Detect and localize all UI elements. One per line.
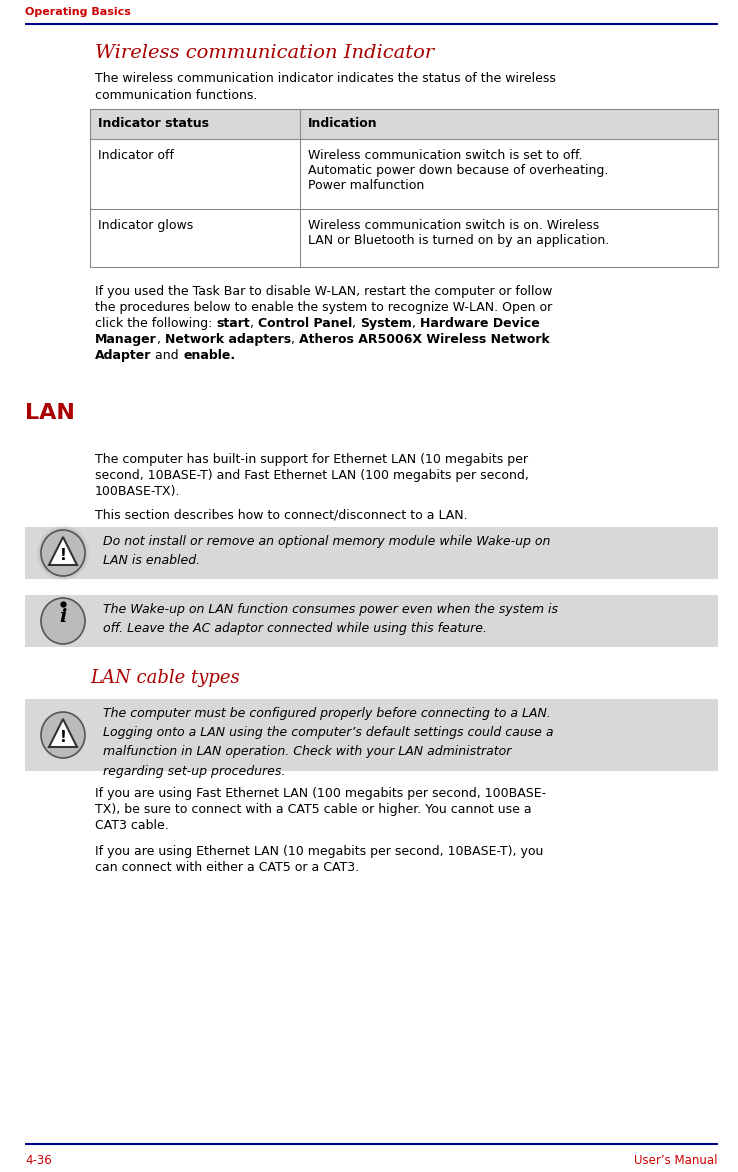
Text: Wireless communication switch is on. Wireless: Wireless communication switch is on. Wir… [308, 219, 599, 232]
Text: !: ! [60, 729, 66, 744]
Text: The computer has built-in support for Ethernet LAN (10 megabits per: The computer has built-in support for Et… [95, 454, 528, 466]
Text: Do not install or remove an optional memory module while Wake-up on: Do not install or remove an optional mem… [103, 534, 551, 548]
Text: off. Leave the AC adaptor connected while using this feature.: off. Leave the AC adaptor connected whil… [103, 622, 487, 635]
Text: LAN or Bluetooth is turned on by an application.: LAN or Bluetooth is turned on by an appl… [308, 234, 610, 247]
Text: Hardware Device: Hardware Device [420, 316, 540, 331]
Text: !: ! [60, 547, 66, 563]
Polygon shape [49, 537, 77, 565]
Text: ,: , [352, 316, 360, 331]
Text: The Wake-up on LAN function consumes power even when the system is: The Wake-up on LAN function consumes pow… [103, 604, 558, 616]
Ellipse shape [41, 530, 85, 575]
Text: System: System [360, 316, 413, 331]
Text: Network adapters: Network adapters [165, 333, 291, 346]
Text: Adapter: Adapter [95, 349, 151, 362]
Text: can connect with either a CAT5 or a CAT3.: can connect with either a CAT5 or a CAT3… [95, 861, 359, 874]
Text: Atheros AR5006X Wireless Network: Atheros AR5006X Wireless Network [299, 333, 550, 346]
Text: Indication: Indication [308, 117, 378, 130]
Text: communication functions.: communication functions. [95, 89, 258, 102]
Text: LAN: LAN [25, 403, 75, 423]
Text: regarding set-up procedures.: regarding set-up procedures. [103, 764, 286, 777]
Text: Wireless communication Indicator: Wireless communication Indicator [95, 45, 434, 62]
Text: start: start [216, 316, 250, 331]
Bar [90, 109, 718, 267]
Text: LAN cable types: LAN cable types [90, 669, 240, 687]
Text: If you used the Task Bar to disable W-LAN, restart the computer or follow: If you used the Task Bar to disable W-LA… [95, 285, 552, 298]
Text: If you are using Fast Ethernet LAN (100 megabits per second, 100BASE-: If you are using Fast Ethernet LAN (100 … [95, 788, 546, 800]
Text: Logging onto a LAN using the computer’s default settings could cause a: Logging onto a LAN using the computer’s … [103, 727, 554, 740]
Ellipse shape [41, 713, 85, 758]
Ellipse shape [41, 598, 85, 643]
Text: The computer must be configured properly before connecting to a LAN.: The computer must be configured properly… [103, 707, 551, 720]
Ellipse shape [39, 527, 87, 578]
Text: the procedures below to enable the system to recognize W-LAN. Open or: the procedures below to enable the syste… [95, 301, 552, 314]
Text: malfunction in LAN operation. Check with your LAN administrator: malfunction in LAN operation. Check with… [103, 745, 511, 758]
Text: Manager: Manager [95, 333, 156, 346]
Text: ,: , [291, 333, 299, 346]
Text: ,: , [413, 316, 420, 331]
Text: ,: , [250, 316, 258, 331]
Text: Operating Basics: Operating Basics [25, 7, 131, 18]
Text: second, 10BASE-T) and Fast Ethernet LAN (100 megabits per second,: second, 10BASE-T) and Fast Ethernet LAN … [95, 469, 529, 482]
Bar [25, 699, 718, 771]
Text: 100BASE-TX).: 100BASE-TX). [95, 485, 181, 498]
Text: Indicator off: Indicator off [98, 149, 174, 162]
Text: Indicator status: Indicator status [98, 117, 209, 130]
Text: The wireless communication indicator indicates the status of the wireless: The wireless communication indicator ind… [95, 71, 556, 86]
Text: and: and [151, 349, 183, 362]
Ellipse shape [37, 526, 89, 580]
Text: TX), be sure to connect with a CAT5 cable or higher. You cannot use a: TX), be sure to connect with a CAT5 cabl… [95, 803, 531, 816]
Text: This section describes how to connect/disconnect to a LAN.: This section describes how to connect/di… [95, 509, 468, 522]
Text: i: i [59, 608, 66, 626]
Text: ,: , [156, 333, 165, 346]
Polygon shape [49, 718, 77, 747]
Text: Wireless communication switch is set to off.: Wireless communication switch is set to … [308, 149, 582, 162]
Text: 4-36: 4-36 [25, 1154, 52, 1167]
Text: CAT3 cable.: CAT3 cable. [95, 819, 169, 832]
Bar [25, 595, 718, 647]
Text: Control Panel: Control Panel [258, 316, 352, 331]
Text: Indicator glows: Indicator glows [98, 219, 193, 232]
Bar [25, 527, 718, 579]
Text: If you are using Ethernet LAN (10 megabits per second, 10BASE-T), you: If you are using Ethernet LAN (10 megabi… [95, 845, 543, 858]
Text: Automatic power down because of overheating.: Automatic power down because of overheat… [308, 164, 608, 177]
Text: LAN is enabled.: LAN is enabled. [103, 554, 200, 567]
Text: click the following:: click the following: [95, 316, 216, 331]
Text: Power malfunction: Power malfunction [308, 179, 424, 192]
Text: User’s Manual: User’s Manual [635, 1154, 718, 1167]
Bar [90, 109, 718, 139]
Text: enable.: enable. [183, 349, 235, 362]
Ellipse shape [41, 530, 85, 577]
